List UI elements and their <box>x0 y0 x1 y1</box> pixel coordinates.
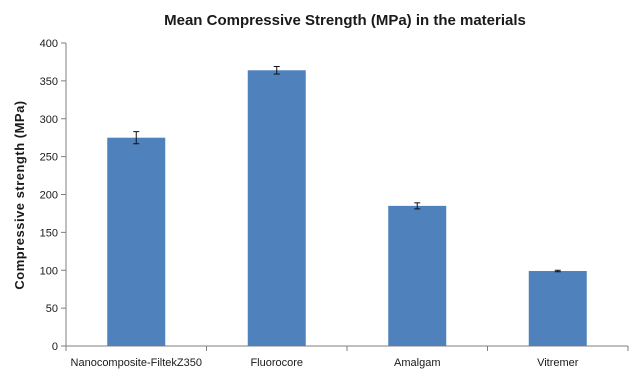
y-tick-label: 50 <box>46 303 58 315</box>
y-tick-label: 150 <box>40 227 58 239</box>
x-category-label: Vitremer <box>537 357 579 369</box>
y-tick-label: 300 <box>40 114 58 126</box>
x-category-label: Nanocomposite-FiltekZ350 <box>71 357 202 369</box>
y-tick-label: 0 <box>52 341 58 353</box>
plot-area: 0 50 100 150 200 250 300 350 400 Nanocomposite-Fi… <box>40 38 629 369</box>
y-tick-label: 200 <box>40 190 58 202</box>
x-category-label: Fluorocore <box>250 357 303 369</box>
y-tick-label: 250 <box>40 152 58 164</box>
bar <box>247 70 306 347</box>
y-tick-label: 400 <box>40 38 58 50</box>
y-axis-title: Compressive strength (MPa) <box>12 100 27 289</box>
bar <box>107 137 166 346</box>
bar <box>528 271 587 346</box>
y-tick-label: 100 <box>40 265 58 277</box>
bar <box>388 205 447 346</box>
y-tick-label: 350 <box>40 76 58 88</box>
x-category-label: Amalgam <box>394 357 440 369</box>
chart-title: Mean Compressive Strength (MPa) in the m… <box>164 12 526 29</box>
